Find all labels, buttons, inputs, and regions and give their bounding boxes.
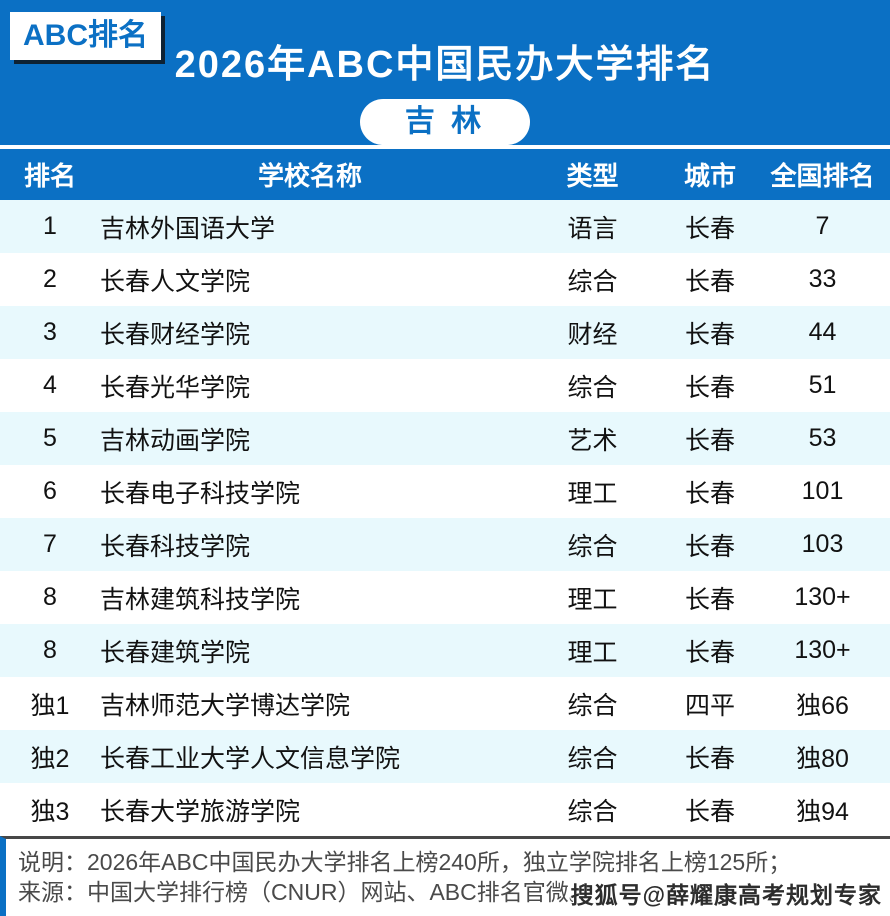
cell-national-rank: 101 (801, 477, 844, 505)
cell-city: 长春 (684, 267, 735, 296)
cell-rank: 4 (43, 371, 57, 399)
column-header-national: 全国排名 (770, 161, 875, 191)
cell-rank: 8 (43, 583, 57, 611)
column-header-rank: 排名 (23, 161, 76, 191)
column-header-school: 学校名称 (257, 161, 362, 191)
cell-city: 四平 (684, 691, 735, 720)
cell-school: 长春建筑学院 (100, 638, 251, 667)
cell-national-rank: 44 (808, 318, 837, 346)
footer-source-line: 来源：中国大学排行榜（CNUR）网站、ABC排名官微。 (18, 879, 592, 905)
cell-national-rank: 独80 (796, 744, 849, 773)
ranking-table: 排名 学校名称 类型 城市 全国排名 1 吉林外国语大学 语言 长春 7 2 长… (0, 149, 890, 836)
cell-school: 长春光华学院 (100, 373, 251, 402)
table-row: 独1 吉林师范大学博达学院 综合 四平 独66 (0, 677, 890, 730)
table-row: 7 长春科技学院 综合 长春 103 (0, 518, 890, 571)
cell-type: 综合 (567, 267, 618, 296)
cell-rank: 独3 (30, 797, 70, 826)
cell-national-rank: 独66 (796, 691, 849, 720)
cell-type: 语言 (567, 214, 618, 243)
cell-national-rank: 103 (801, 530, 844, 558)
cell-city: 长春 (684, 373, 735, 402)
cell-city: 长春 (684, 426, 735, 455)
cell-national-rank: 独94 (796, 797, 849, 826)
cell-rank: 5 (43, 424, 57, 452)
cell-school: 吉林动画学院 (100, 426, 251, 455)
cell-city: 长春 (684, 744, 735, 773)
cell-school: 长春工业大学人文信息学院 (100, 744, 401, 773)
table-row: 3 长春财经学院 财经 长春 44 (0, 306, 890, 359)
cell-city: 长春 (684, 214, 735, 243)
cell-rank: 独1 (30, 691, 70, 720)
cell-rank: 6 (43, 477, 57, 505)
column-header-type: 类型 (566, 161, 619, 191)
cell-school: 长春财经学院 (100, 320, 251, 349)
cell-city: 长春 (684, 585, 735, 614)
table-row: 8 长春建筑学院 理工 长春 130+ (0, 624, 890, 677)
table-row: 6 长春电子科技学院 理工 长春 101 (0, 465, 890, 518)
column-header-city: 城市 (683, 161, 736, 191)
table-row: 独3 长春大学旅游学院 综合 长春 独94 (0, 783, 890, 836)
cell-type: 理工 (567, 585, 618, 614)
cell-type: 综合 (567, 744, 618, 773)
table-body: 1 吉林外国语大学 语言 长春 7 2 长春人文学院 综合 长春 33 3 长春… (0, 200, 890, 836)
cell-school: 长春科技学院 (100, 532, 251, 561)
cell-national-rank: 53 (808, 424, 837, 452)
cell-rank: 7 (43, 530, 57, 558)
cell-city: 长春 (684, 797, 735, 826)
table-row: 2 长春人文学院 综合 长春 33 (0, 253, 890, 306)
cell-type: 综合 (567, 691, 618, 720)
cell-city: 长春 (684, 479, 735, 508)
region-pill: 吉 林 (360, 99, 530, 145)
watermark: 搜狐号@薛耀康高考规划专家 (570, 882, 882, 908)
cell-type: 理工 (567, 479, 618, 508)
cell-city: 长春 (684, 320, 735, 349)
cell-school: 长春大学旅游学院 (100, 797, 301, 826)
cell-school: 吉林建筑科技学院 (100, 585, 301, 614)
table-row: 独2 长春工业大学人文信息学院 综合 长春 独80 (0, 730, 890, 783)
footer-notes: 说明：2026年ABC中国民办大学排名上榜240所，独立学院排名上榜125所； … (0, 836, 890, 916)
cell-national-rank: 130+ (794, 636, 851, 664)
cell-rank: 3 (43, 318, 57, 346)
cell-rank: 2 (43, 265, 57, 293)
table-row: 1 吉林外国语大学 语言 长春 7 (0, 200, 890, 253)
page-title: 2026年ABC中国民办大学排名 (174, 44, 716, 86)
cell-national-rank: 51 (808, 371, 837, 399)
cell-rank: 8 (43, 636, 57, 664)
cell-type: 综合 (567, 797, 618, 826)
table-row: 4 长春光华学院 综合 长春 51 (0, 359, 890, 412)
cell-national-rank: 130+ (794, 583, 851, 611)
cell-school: 吉林师范大学博达学院 (100, 691, 351, 720)
cell-rank: 独2 (30, 744, 70, 773)
cell-national-rank: 7 (815, 212, 830, 240)
cell-type: 艺术 (567, 426, 618, 455)
cell-rank: 1 (43, 212, 57, 240)
cell-school: 长春电子科技学院 (100, 479, 301, 508)
cell-city: 长春 (684, 532, 735, 561)
cell-type: 综合 (567, 532, 618, 561)
table-row: 8 吉林建筑科技学院 理工 长春 130+ (0, 571, 890, 624)
cell-national-rank: 33 (808, 265, 837, 293)
cell-school: 长春人文学院 (100, 267, 251, 296)
banner-separator (0, 145, 890, 149)
table-row: 5 吉林动画学院 艺术 长春 53 (0, 412, 890, 465)
cell-type: 财经 (567, 320, 618, 349)
brand-badge: ABC排名 (10, 12, 161, 60)
footer-note-line: 说明：2026年ABC中国民办大学排名上榜240所，独立学院排名上榜125所； (18, 849, 792, 875)
table-header-row: 排名 学校名称 类型 城市 全国排名 (0, 149, 890, 200)
cell-city: 长春 (684, 638, 735, 667)
cell-type: 综合 (567, 373, 618, 402)
banner: ABC排名 2026年ABC中国民办大学排名 吉 林 (0, 0, 890, 145)
cell-type: 理工 (567, 638, 618, 667)
cell-school: 吉林外国语大学 (100, 214, 276, 243)
